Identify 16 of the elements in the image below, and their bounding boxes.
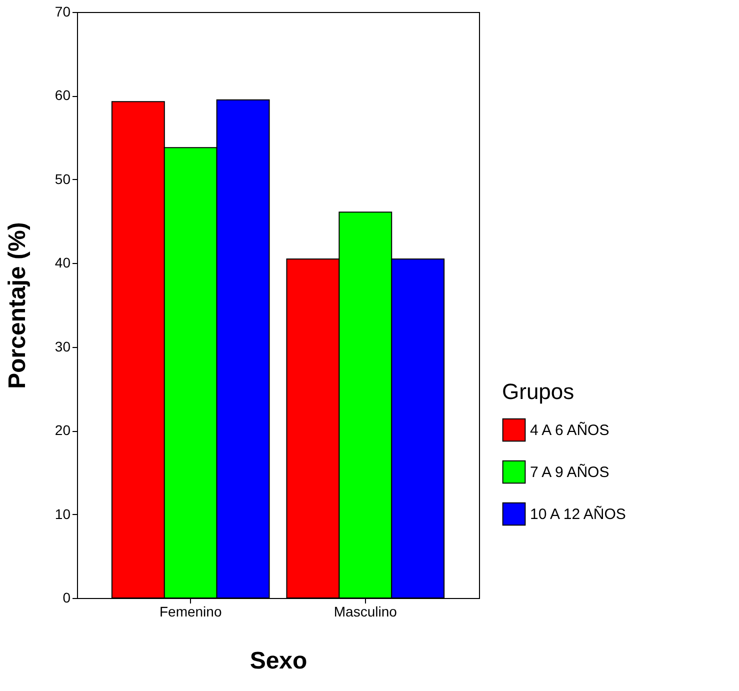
legend-label: 7 A 9 AÑOS: [530, 463, 610, 481]
y-tick-label: 20: [54, 422, 71, 438]
y-tick-label: 70: [54, 4, 71, 20]
legend-title: Grupos: [502, 379, 574, 404]
y-axis-title: Porcentaje (%): [4, 222, 31, 389]
y-tick-label: 30: [54, 338, 71, 354]
x-tick-label: Masculino: [334, 604, 398, 620]
legend-label: 10 A 12 AÑOS: [530, 505, 626, 523]
x-tick-label: Femenino: [159, 604, 222, 620]
y-tick-label: 40: [54, 254, 71, 271]
y-tick-label: 10: [54, 506, 71, 522]
y-tick-label: 50: [54, 170, 71, 187]
y-tick-label: 0: [62, 590, 71, 606]
y-tick-label: 60: [54, 87, 71, 104]
x-axis-title: Sexo: [250, 648, 308, 674]
legend-label: 4 A 6 AÑOS: [530, 421, 610, 439]
